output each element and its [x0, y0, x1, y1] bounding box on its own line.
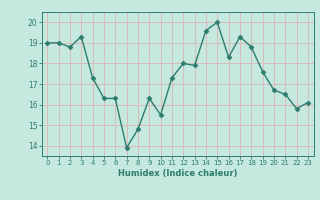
X-axis label: Humidex (Indice chaleur): Humidex (Indice chaleur) [118, 169, 237, 178]
